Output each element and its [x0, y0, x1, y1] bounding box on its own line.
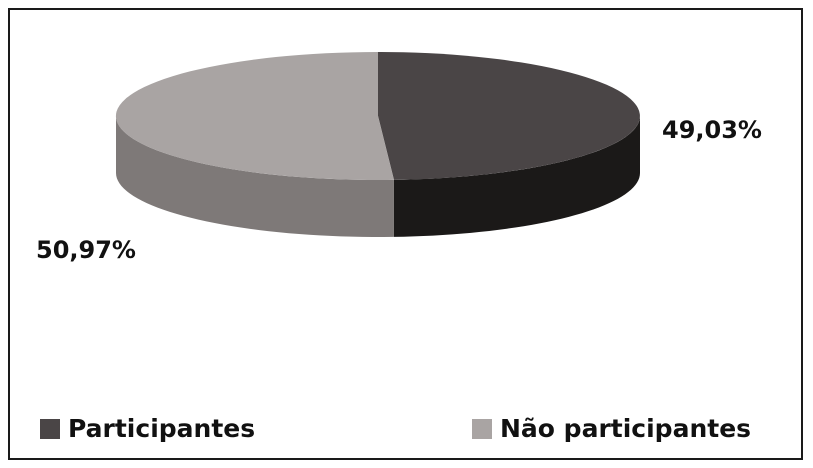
legend-swatch-participantes: [40, 418, 60, 439]
legend-swatch-nao-participantes: [472, 418, 492, 439]
pie-side-1: [116, 116, 394, 237]
legend-item-nao-participantes: Não participantes: [472, 414, 751, 443]
legend-label-participantes: Participantes: [68, 414, 256, 443]
legend-item-participantes: Participantes: [40, 414, 255, 443]
pie-slice-1: [115, 52, 394, 180]
legend-label-nao-participantes: Não participantes: [500, 414, 752, 443]
pie-side-0: [393, 116, 640, 237]
pie-slice-0: [378, 52, 640, 180]
data-label-1: 50,97%: [36, 236, 136, 264]
data-label-0: 49,03%: [662, 116, 762, 144]
